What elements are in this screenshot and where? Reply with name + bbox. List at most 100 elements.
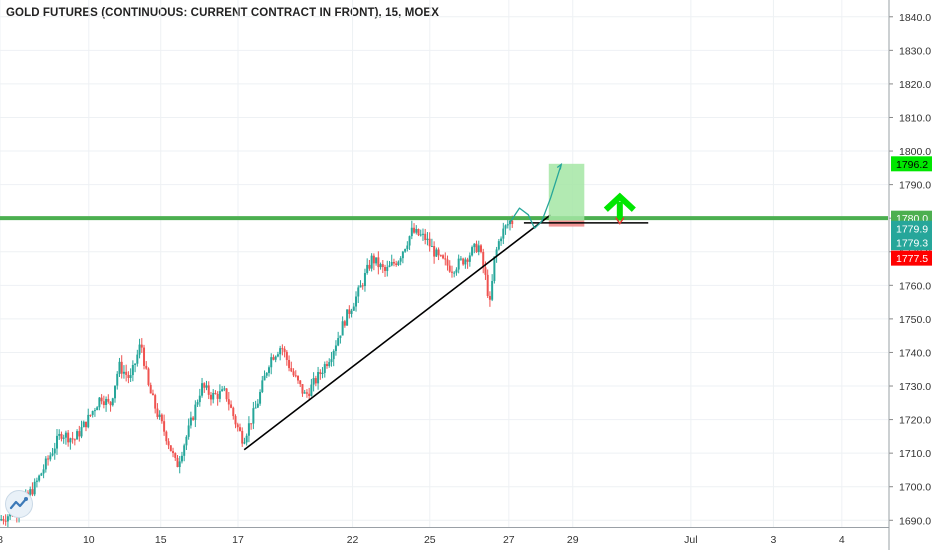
candle-body bbox=[384, 267, 387, 271]
candle-body bbox=[308, 393, 311, 396]
candle-body bbox=[417, 229, 420, 236]
x-tick-label: 3 bbox=[771, 534, 777, 546]
price-tag-label: 1777.5 bbox=[896, 253, 928, 265]
candle-body bbox=[158, 414, 161, 417]
candle-body bbox=[109, 401, 112, 406]
candle-body bbox=[294, 375, 297, 377]
candle-body bbox=[348, 309, 351, 314]
candle-body bbox=[120, 361, 123, 374]
candle-body bbox=[187, 425, 190, 437]
candle-body bbox=[127, 374, 130, 378]
candle-body bbox=[363, 273, 366, 287]
candle-body bbox=[4, 520, 7, 522]
candle-body bbox=[116, 373, 119, 386]
candle-body bbox=[305, 392, 308, 394]
candle-body bbox=[477, 245, 480, 253]
candle-body bbox=[105, 398, 108, 405]
candle-body bbox=[466, 259, 469, 262]
candle-body bbox=[40, 473, 43, 476]
candle-body bbox=[223, 388, 226, 390]
candle-body bbox=[265, 372, 268, 376]
candle-body bbox=[437, 249, 440, 256]
price-tag-label: 1779.3 bbox=[896, 238, 928, 250]
candle-body bbox=[267, 367, 270, 373]
candle-body bbox=[366, 264, 369, 274]
candle-body bbox=[31, 489, 34, 495]
candle-body bbox=[245, 435, 248, 443]
candle-body bbox=[47, 458, 50, 460]
candle-body bbox=[408, 236, 411, 246]
candle-body bbox=[421, 233, 424, 235]
candle-body bbox=[350, 310, 353, 314]
candle-body bbox=[91, 411, 94, 415]
candle-body bbox=[259, 392, 262, 404]
candle-body bbox=[221, 389, 224, 392]
candle-body bbox=[209, 394, 212, 400]
candle-body bbox=[111, 398, 114, 406]
target-zone bbox=[548, 163, 585, 221]
chart-title: GOLD FUTURES (CONTINUOUS: CURRENT CONTRA… bbox=[6, 7, 439, 19]
candle-body bbox=[98, 397, 101, 408]
x-tick-label: Jul bbox=[684, 534, 697, 546]
candle-body bbox=[444, 258, 447, 260]
candle-body bbox=[69, 438, 72, 443]
candle-body bbox=[129, 375, 132, 378]
price-tag bbox=[891, 156, 932, 172]
candle-body bbox=[53, 448, 56, 454]
candle-body bbox=[2, 519, 5, 521]
candle-body bbox=[238, 427, 241, 431]
candle-body bbox=[395, 263, 398, 265]
candle-body bbox=[60, 433, 63, 439]
time-axis: 8 10 15 17 22 25 27 29 Jul 3 4 bbox=[0, 527, 889, 546]
candle-body bbox=[359, 285, 362, 288]
y-tick-label: 1730.0 bbox=[899, 381, 931, 393]
candle-body bbox=[426, 238, 429, 241]
candle-body bbox=[453, 272, 456, 274]
y-tick-label: 1760.0 bbox=[899, 280, 931, 292]
candle-body bbox=[337, 338, 340, 346]
candle-body bbox=[334, 345, 337, 352]
candle-body bbox=[183, 445, 186, 456]
candle-body bbox=[230, 404, 233, 408]
candle-body bbox=[44, 458, 47, 470]
candle-body bbox=[196, 402, 199, 405]
candle-body bbox=[450, 271, 453, 273]
candle-body bbox=[355, 296, 358, 307]
candle-body bbox=[357, 287, 360, 297]
candle-body bbox=[194, 404, 197, 420]
candle-body bbox=[172, 451, 175, 454]
candle-body bbox=[163, 421, 166, 432]
candle-body bbox=[82, 421, 85, 428]
candle-body bbox=[254, 407, 257, 409]
candle-body bbox=[189, 417, 192, 426]
candle-body bbox=[506, 224, 509, 226]
candles bbox=[0, 215, 514, 528]
candle-body bbox=[261, 380, 264, 393]
candle-body bbox=[504, 225, 507, 229]
candle-body bbox=[198, 395, 201, 403]
candle-body bbox=[234, 416, 237, 425]
candle-body bbox=[256, 403, 259, 408]
candle-body bbox=[167, 441, 170, 446]
x-tick-label: 29 bbox=[567, 534, 579, 546]
tradingview-logo-icon[interactable] bbox=[5, 490, 33, 518]
candle-body bbox=[288, 359, 291, 369]
candle-body bbox=[486, 274, 489, 296]
candle-body bbox=[122, 371, 125, 374]
candle-body bbox=[35, 480, 38, 482]
candle-body bbox=[312, 378, 315, 385]
candle-body bbox=[281, 348, 284, 350]
down-marker bbox=[615, 217, 625, 225]
price-tag-label: 1779.9 bbox=[896, 223, 928, 235]
candle-body bbox=[151, 393, 154, 396]
grid bbox=[0, 0, 888, 527]
candle-body bbox=[107, 398, 110, 402]
candle-body bbox=[511, 220, 514, 224]
candle-body bbox=[154, 395, 157, 409]
candle-body bbox=[160, 414, 163, 422]
price-axis: 1690.0 1700.0 1710.0 1720.0 1730.0 1740.0 1750… bbox=[888, 0, 931, 550]
x-tick-label: 27 bbox=[503, 534, 515, 546]
candle-body bbox=[29, 489, 32, 495]
candle-body bbox=[473, 243, 476, 248]
